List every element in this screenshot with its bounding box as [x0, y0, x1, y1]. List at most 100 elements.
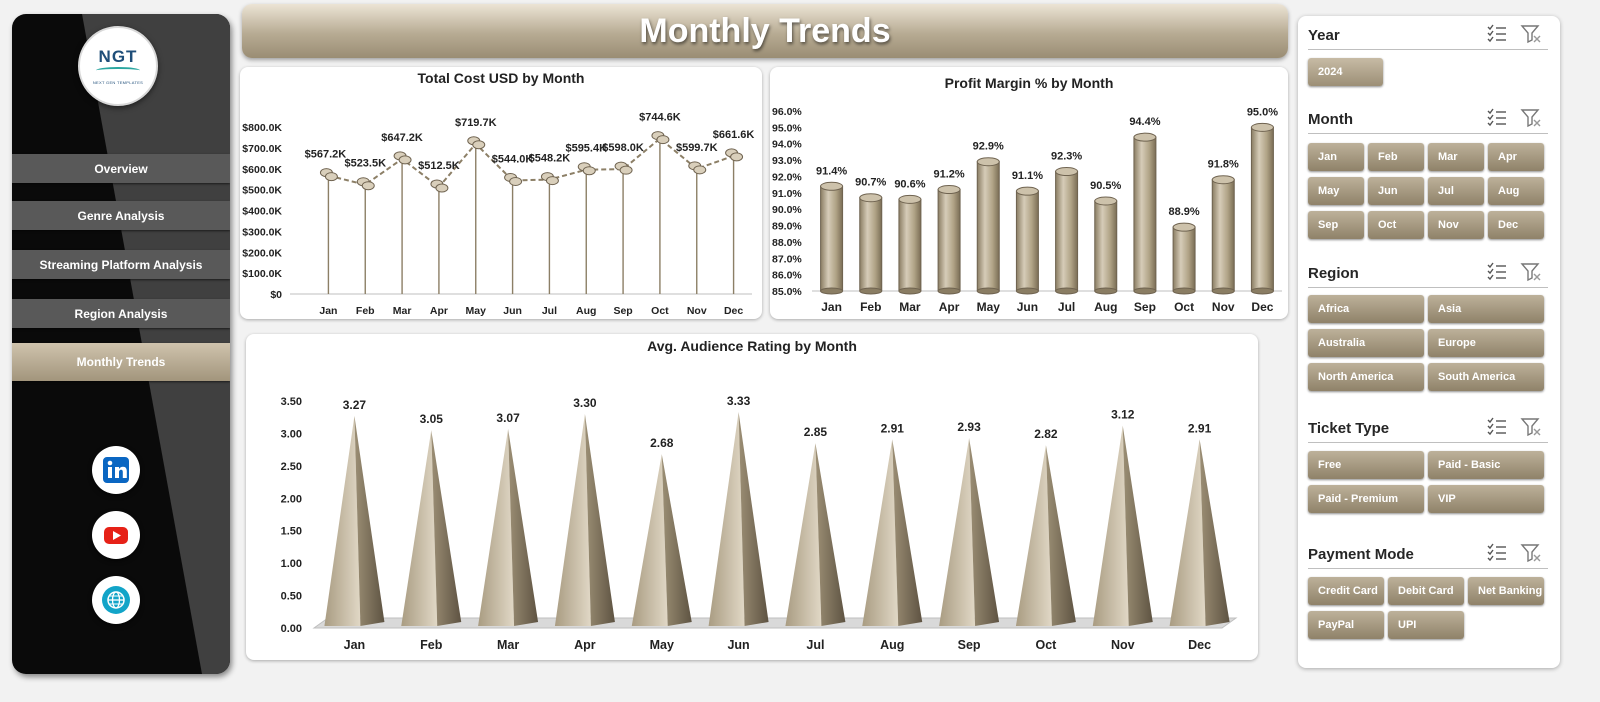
ticket-type-filter-option[interactable]: Paid - Premium — [1308, 485, 1424, 513]
nav-monthly-trends-button[interactable]: Monthly Trends — [12, 343, 230, 381]
total-cost-line-chart: $0 $100.0K $200.0K $300.0K $400.0K $500.0K $60… — [242, 112, 755, 317]
clear-filter-icon[interactable] — [1520, 416, 1542, 438]
bar — [1172, 222, 1196, 295]
data-label: 91.2% — [933, 169, 964, 181]
y-tick-label: 3.50 — [281, 396, 302, 408]
bar — [937, 185, 961, 295]
region-filter-option[interactable]: Asia — [1428, 295, 1544, 323]
data-point-marker — [614, 161, 633, 175]
month-filter-option[interactable]: Feb — [1368, 143, 1424, 171]
payment-mode-filter-option[interactable]: Credit Card — [1308, 577, 1384, 605]
cone-bar — [1092, 425, 1153, 626]
month-filter-option[interactable]: Dec — [1488, 211, 1544, 239]
y-tick-label: 96.0% — [772, 106, 802, 118]
region-filter-option[interactable]: South America — [1428, 363, 1544, 391]
clear-filter-icon[interactable] — [1520, 23, 1542, 45]
ticket-type-filter-option[interactable]: Paid - Basic — [1428, 451, 1544, 479]
data-label: $598.0K — [602, 142, 644, 154]
ticket-type-filter-option[interactable]: Free — [1308, 451, 1424, 479]
data-point-marker — [319, 168, 338, 182]
y-tick-label: 89.0% — [772, 221, 802, 233]
x-tick-label: Sep — [613, 305, 632, 317]
clear-filter-icon[interactable] — [1520, 107, 1542, 129]
x-tick-label: Jun — [503, 305, 522, 317]
data-label: 88.9% — [1168, 206, 1199, 218]
month-filter-option[interactable]: Sep — [1308, 211, 1364, 239]
month-filter-option[interactable]: Aug — [1488, 177, 1544, 205]
x-tick-label: Jan — [821, 300, 842, 314]
data-point-marker — [651, 131, 670, 145]
data-label: 2.91 — [1188, 421, 1212, 435]
ticket-type-filter-option[interactable]: VIP — [1428, 485, 1544, 513]
payment-mode-filter-option[interactable]: UPI — [1388, 611, 1464, 639]
bar — [1250, 122, 1274, 295]
bar — [859, 193, 883, 295]
payment-mode-filter-option[interactable]: Debit Card — [1388, 577, 1464, 605]
month-filter-option[interactable]: Jul — [1428, 177, 1484, 205]
clear-filter-icon[interactable] — [1520, 542, 1542, 564]
nav-streaming-platform-button[interactable]: Streaming Platform Analysis — [12, 250, 230, 279]
y-tick-label: $0 — [270, 289, 282, 301]
payment-mode-filter-option[interactable]: PayPal — [1308, 611, 1384, 639]
x-tick-label: May — [650, 638, 674, 652]
x-tick-label: Jun — [1017, 300, 1038, 314]
multi-select-icon[interactable] — [1486, 23, 1508, 45]
y-tick-label: 95.0% — [772, 122, 802, 134]
youtube-icon[interactable] — [92, 511, 140, 559]
x-tick-label: Dec — [724, 305, 743, 317]
y-tick-label: 87.0% — [772, 253, 802, 265]
x-tick-label: Oct — [1035, 638, 1057, 652]
month-filter-option[interactable]: Jun — [1368, 177, 1424, 205]
month-filter-option[interactable]: Oct — [1368, 211, 1424, 239]
multi-select-icon[interactable] — [1486, 261, 1508, 283]
month-filter-option[interactable]: Apr — [1488, 143, 1544, 171]
linkedin-icon[interactable] — [92, 446, 140, 494]
bar — [1094, 196, 1118, 295]
series-line — [328, 137, 734, 189]
nav-genre-analysis-button[interactable]: Genre Analysis — [12, 201, 230, 230]
x-tick-label: Apr — [574, 638, 596, 652]
multi-select-icon[interactable] — [1486, 107, 1508, 129]
month-filter-option[interactable]: Nov — [1428, 211, 1484, 239]
x-tick-label: May — [977, 300, 1001, 314]
region-filter-option[interactable]: Australia — [1308, 329, 1424, 357]
filter-panel: Year 2024 Month Jan Feb Mar Apr May Jun Jul Aug… — [1298, 16, 1560, 668]
region-filter-option[interactable]: Africa — [1308, 295, 1424, 323]
cone-bar — [324, 415, 385, 626]
month-slicer-title: Month — [1308, 111, 1353, 128]
region-filter-option[interactable]: North America — [1308, 363, 1424, 391]
month-filter-option[interactable]: May — [1308, 177, 1364, 205]
payment-mode-slicer-header: Payment Mode — [1308, 542, 1548, 569]
payment-mode-filter-option[interactable]: Net Banking — [1468, 577, 1544, 605]
month-filter-option[interactable]: Mar — [1428, 143, 1484, 171]
data-point-marker — [356, 177, 375, 191]
nav-region-analysis-button[interactable]: Region Analysis — [12, 299, 230, 328]
region-filter-option[interactable]: Europe — [1428, 329, 1544, 357]
bar — [898, 194, 922, 295]
clear-filter-icon[interactable] — [1520, 261, 1542, 283]
data-label: $661.6K — [713, 129, 755, 141]
cone-bar — [708, 412, 769, 626]
chart-title: Avg. Audience Rating by Month — [647, 338, 857, 354]
x-tick-label: Jan — [344, 638, 366, 652]
y-tick-label: 0.50 — [281, 591, 302, 603]
total-cost-chart-panel: Total Cost USD by Month $0 $100.0K $200.0K… — [240, 67, 762, 319]
y-tick-label: $400.0K — [242, 206, 282, 218]
data-label: 3.12 — [1111, 408, 1135, 422]
x-tick-label: Aug — [880, 638, 904, 652]
globe-icon[interactable] — [92, 576, 140, 624]
payment-mode-slicer-title: Payment Mode — [1308, 546, 1414, 563]
multi-select-icon[interactable] — [1486, 542, 1508, 564]
x-tick-label: Mar — [497, 638, 519, 652]
month-filter-option[interactable]: Jan — [1308, 143, 1364, 171]
data-label: 91.4% — [816, 165, 847, 177]
x-tick-label: Feb — [420, 638, 443, 652]
y-tick-label: $300.0K — [242, 226, 282, 238]
y-tick-label: 2.00 — [281, 493, 302, 505]
multi-select-icon[interactable] — [1486, 416, 1508, 438]
y-tick-label: $100.0K — [242, 268, 282, 280]
profit-margin-bar-chart: 85.0% 86.0% 87.0% 88.0% 89.0% 90.0% 91.0% 92.0%… — [772, 106, 1282, 314]
nav-overview-button[interactable]: Overview — [12, 154, 230, 183]
year-slicer-title: Year — [1308, 27, 1340, 44]
year-filter-option[interactable]: 2024 — [1308, 58, 1383, 86]
